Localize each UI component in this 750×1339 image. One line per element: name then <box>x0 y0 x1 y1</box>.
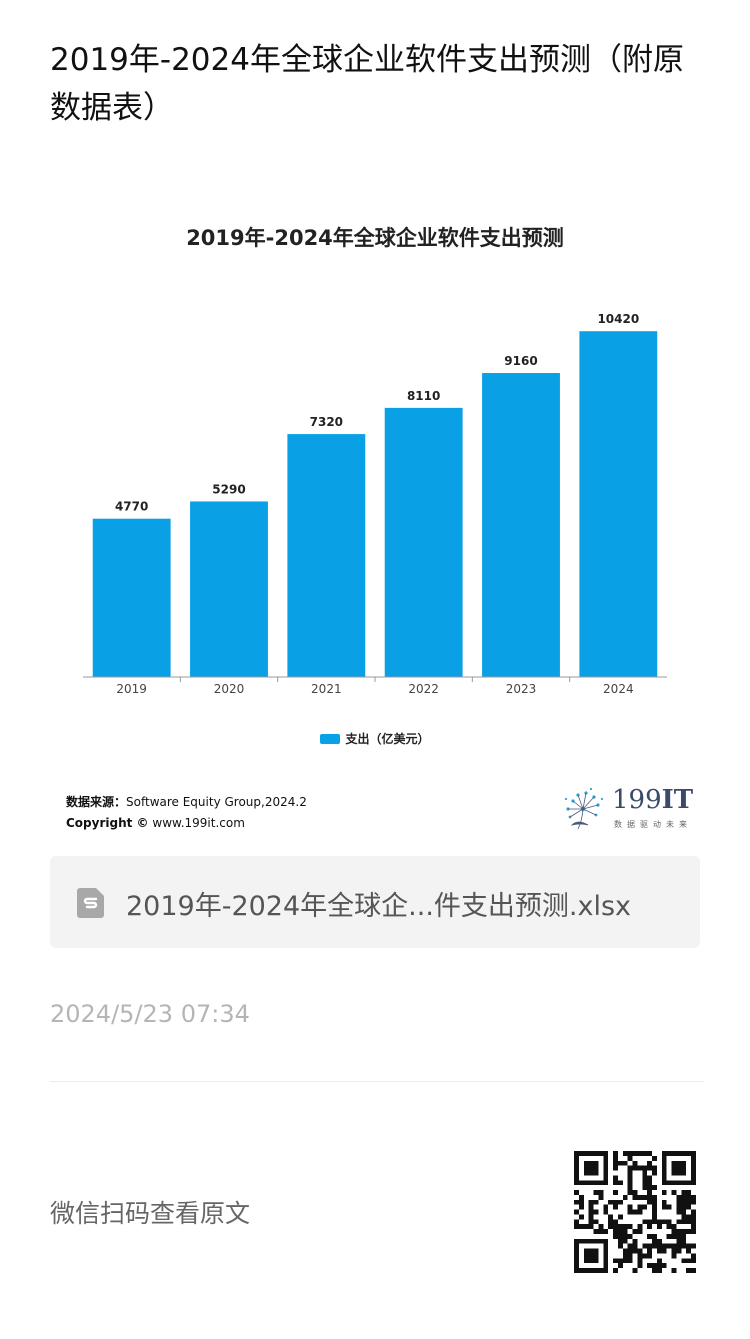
bar-2020 <box>190 501 268 677</box>
bar-2024 <box>579 331 658 677</box>
data-label-2023: 9160 <box>504 354 537 368</box>
x-tick-label-2022: 2022 <box>408 682 439 696</box>
chart-title: 2019年-2024年全球企业软件支出预测 <box>186 226 564 250</box>
chart-card: 2019年-2024年全球企业软件支出预测 4770 5290 7320 8110 91… <box>50 200 700 850</box>
brand-suffix: IT <box>661 785 694 815</box>
x-tick-label-2021: 2021 <box>311 682 342 696</box>
page-title: 2019年-2024年全球企业软件支出预测（附原数据表） <box>50 42 684 126</box>
data-source: 数据来源：Software Equity Group,2024.2 Copyri… <box>66 792 307 834</box>
data-label-2021: 7320 <box>310 415 343 429</box>
bar-2019 <box>92 518 171 677</box>
brand-number: 199 <box>612 785 662 815</box>
legend-swatch <box>320 734 341 744</box>
chart-legend: 支出（亿美元） <box>50 730 700 747</box>
source-text: Software Equity Group,2024.2 <box>126 795 307 809</box>
x-tick-label-2019: 2019 <box>116 682 147 696</box>
legend-label: 支出（亿美元） <box>345 732 430 746</box>
copyright-text: www.199it.com <box>152 816 245 830</box>
spreadsheet-file-icon <box>77 888 104 918</box>
bar-2023 <box>482 373 560 677</box>
bar-chart: 4770 5290 7320 8110 9160 10420 2019 2020 2021 20… <box>83 312 667 696</box>
data-label-2024: 10420 <box>597 312 639 326</box>
publish-timestamp: 2024/5/23 07:34 <box>50 1000 250 1028</box>
attachment-file-name[interactable]: 2019年-2024年全球企...件支出预测.xlsx <box>126 891 632 922</box>
dandelion-logo-icon <box>564 787 604 830</box>
data-label-2019: 4770 <box>115 500 148 514</box>
x-tick-label-2024: 2024 <box>603 682 634 696</box>
brand-slogan: 数据驱动未来 <box>614 820 692 829</box>
x-tick-label-2023: 2023 <box>506 682 537 696</box>
attachment-file-card[interactable]: 2019年-2024年全球企...件支出预测.xlsx <box>50 856 700 948</box>
source-label: 数据来源： <box>66 795 127 809</box>
copyright-label: Copyright © <box>66 816 149 830</box>
data-label-2022: 8110 <box>407 389 440 403</box>
divider <box>50 1081 704 1082</box>
data-label-2020: 5290 <box>212 482 245 496</box>
brand-logo: 199IT 数据驱动未来 <box>558 785 698 833</box>
bar-2022 <box>384 407 463 677</box>
bar-2021 <box>287 434 366 677</box>
scan-to-view-text: 微信扫码查看原文 <box>50 1199 251 1228</box>
qr-code-icon[interactable] <box>574 1151 696 1273</box>
x-tick-label-2020: 2020 <box>214 682 245 696</box>
